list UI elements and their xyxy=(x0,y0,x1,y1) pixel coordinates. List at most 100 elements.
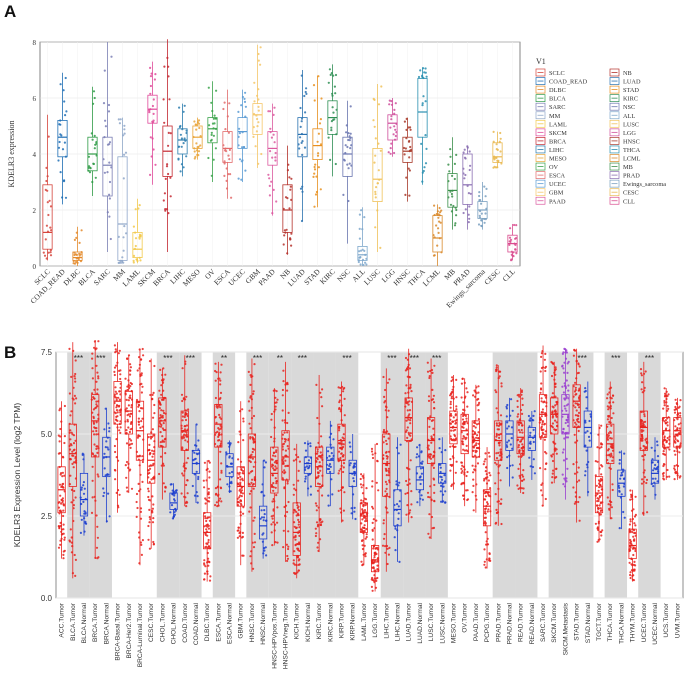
box-a-blca-point xyxy=(94,176,97,179)
box-a-lcml-point xyxy=(439,221,442,224)
box-b-sarc-tumor-point xyxy=(539,467,542,470)
box-a-meso-point xyxy=(196,146,199,149)
box-b-kirp-tumor-point xyxy=(340,511,343,514)
box-b-thca-tumor-point xyxy=(610,443,613,446)
box-a-ewings_sarcoma-point xyxy=(477,223,481,226)
box-b-ov-tumor-point xyxy=(463,381,466,384)
box-b-pcpg-tumor-point xyxy=(486,543,489,546)
legend-label-a: HNSC xyxy=(623,138,640,145)
box-b-blca-tumor-point xyxy=(69,457,72,461)
box-b-ucec-normal-point xyxy=(656,465,660,468)
box-b-read-tumor-point xyxy=(518,451,521,454)
box-a-stad-point xyxy=(315,175,318,178)
box-b-prad-tumor-point xyxy=(495,368,498,371)
box-b-luad-normal-point xyxy=(421,460,424,463)
box-b-skcm-metastasis-point xyxy=(567,416,570,419)
box-b-read-normal-point xyxy=(532,428,535,431)
box-b-hnsc-tumor-point xyxy=(250,417,254,420)
box-b-cesc-tumor-point xyxy=(148,521,151,524)
box-b-hnsc-hpvneg-tumor-point xyxy=(284,419,287,422)
box-a-ewings_sarcoma-point xyxy=(478,216,482,219)
box-b-lusc-tumor-point xyxy=(426,370,430,373)
box-b-hnsc-hpvpos-tumor-point xyxy=(270,531,273,534)
box-b-stad-tumor-point xyxy=(575,359,578,362)
box-b-hnsc-hpvpos-tumor-point xyxy=(272,482,275,485)
box-b-lusc-tumor-point xyxy=(432,450,436,453)
box-b-hnsc-hpvneg-tumor-box xyxy=(281,430,290,481)
box-a-sarc-point xyxy=(102,158,105,161)
box-b-uvm-tumor-point xyxy=(677,432,681,435)
legend-key-a xyxy=(609,94,620,103)
box-b-ov-tumor-point xyxy=(462,465,465,468)
box-b-laml-tumor-point xyxy=(364,553,367,556)
box-a-esca-point xyxy=(228,158,231,161)
box-b-ov-tumor-point xyxy=(463,396,466,399)
box-b-kirp-tumor-point xyxy=(342,459,345,462)
box-b-hnsc-hpvpos-tumor-point xyxy=(270,458,273,461)
box-b-kirp-tumor-point xyxy=(343,491,346,494)
x-tick-label-b: STAD.Normal xyxy=(585,602,592,643)
box-b-prad-tumor-point xyxy=(496,511,500,514)
box-b-luad-tumor-point xyxy=(406,483,409,486)
box-b-ucec-normal-point xyxy=(653,481,656,484)
box-b-kirp-normal-point xyxy=(353,510,356,513)
shaded-band-b xyxy=(291,352,314,598)
box-a-thca-point xyxy=(421,102,424,105)
box-b-tgct-tumor-point xyxy=(600,531,603,534)
box-b-hnsc-hpvpos-tumor-point xyxy=(271,485,274,488)
box-b-read-tumor-point xyxy=(517,413,520,416)
box-b-read-tumor-point xyxy=(520,393,523,396)
box-b-read-tumor-point xyxy=(519,408,523,412)
box-b-chol-normal-point xyxy=(169,511,172,514)
box-b-skcm-tumor-group xyxy=(549,360,559,484)
box-b-luad-normal-point xyxy=(420,494,423,497)
y-tick-label-b: 5.0 xyxy=(41,430,53,439)
box-b-dlbc-tumor-point xyxy=(208,561,211,564)
box-b-stad-normal-point xyxy=(588,419,591,423)
box-b-kich-tumor-point xyxy=(295,501,299,504)
box-a-coad_read-point xyxy=(65,110,68,113)
box-b-ucec-tumor-point xyxy=(643,476,646,479)
box-b-lihc-tumor-point xyxy=(386,430,389,433)
box-a-cll-point xyxy=(509,227,512,230)
box-b-uvm-tumor-point xyxy=(677,412,680,415)
box-a-prad-point xyxy=(468,217,471,220)
box-a-paad-point xyxy=(269,150,272,153)
box-b-lgg-tumor-point xyxy=(371,538,374,541)
box-b-kirp-tumor-point xyxy=(339,467,342,470)
box-a-mb-point xyxy=(454,206,457,209)
box-a-cesc-point xyxy=(492,140,495,143)
box-b-meso-tumor-point xyxy=(449,418,452,421)
box-a-brca-point xyxy=(167,172,170,176)
box-a-lgg-point xyxy=(390,115,393,118)
box-b-hnsc-hpvneg-tumor-point xyxy=(281,448,284,451)
box-b-hnsc-hpvpos-tumor-point xyxy=(274,455,277,458)
box-b-gbm-tumor-point xyxy=(237,526,240,529)
legend-label-a: LAML xyxy=(549,121,567,128)
box-b-luad-tumor-point xyxy=(408,482,411,485)
box-a-skcm-point xyxy=(148,109,151,112)
box-b-blca-normal-point xyxy=(80,518,83,521)
box-b-ov-tumor-point xyxy=(465,444,468,447)
box-b-lgg-tumor-point xyxy=(372,545,375,548)
box-b-lihc-normal-point xyxy=(396,523,399,527)
box-b-hnsc-hpvpos-tumor-point xyxy=(274,396,277,399)
box-b-read-tumor-point xyxy=(519,440,522,443)
shaded-band-b xyxy=(515,352,538,598)
box-b-lihc-tumor-point xyxy=(384,409,387,412)
box-b-tgct-tumor-point xyxy=(596,493,599,496)
box-b-prad-normal-point xyxy=(510,437,513,440)
box-b-blca-normal-point xyxy=(82,500,85,503)
box-b-lihc-tumor-point xyxy=(387,553,390,556)
box-b-lgg-tumor-point xyxy=(375,519,378,522)
box-b-hnsc-hpvneg-tumor-point xyxy=(286,559,289,562)
box-b-brca-basal-tumor-point xyxy=(117,489,120,492)
box-b-brca-normal-point xyxy=(105,520,108,523)
box-a-nsc-point xyxy=(346,163,349,166)
box-b-skcm-tumor-point xyxy=(550,374,554,378)
box-a-coad_read-point xyxy=(57,159,60,162)
box-b-hnsc-hpvneg-tumor-point xyxy=(285,543,288,546)
box-a-dlbc-point xyxy=(80,229,83,232)
legend-label-a: OV xyxy=(549,164,559,171)
box-b-blca-tumor-point xyxy=(74,574,77,577)
